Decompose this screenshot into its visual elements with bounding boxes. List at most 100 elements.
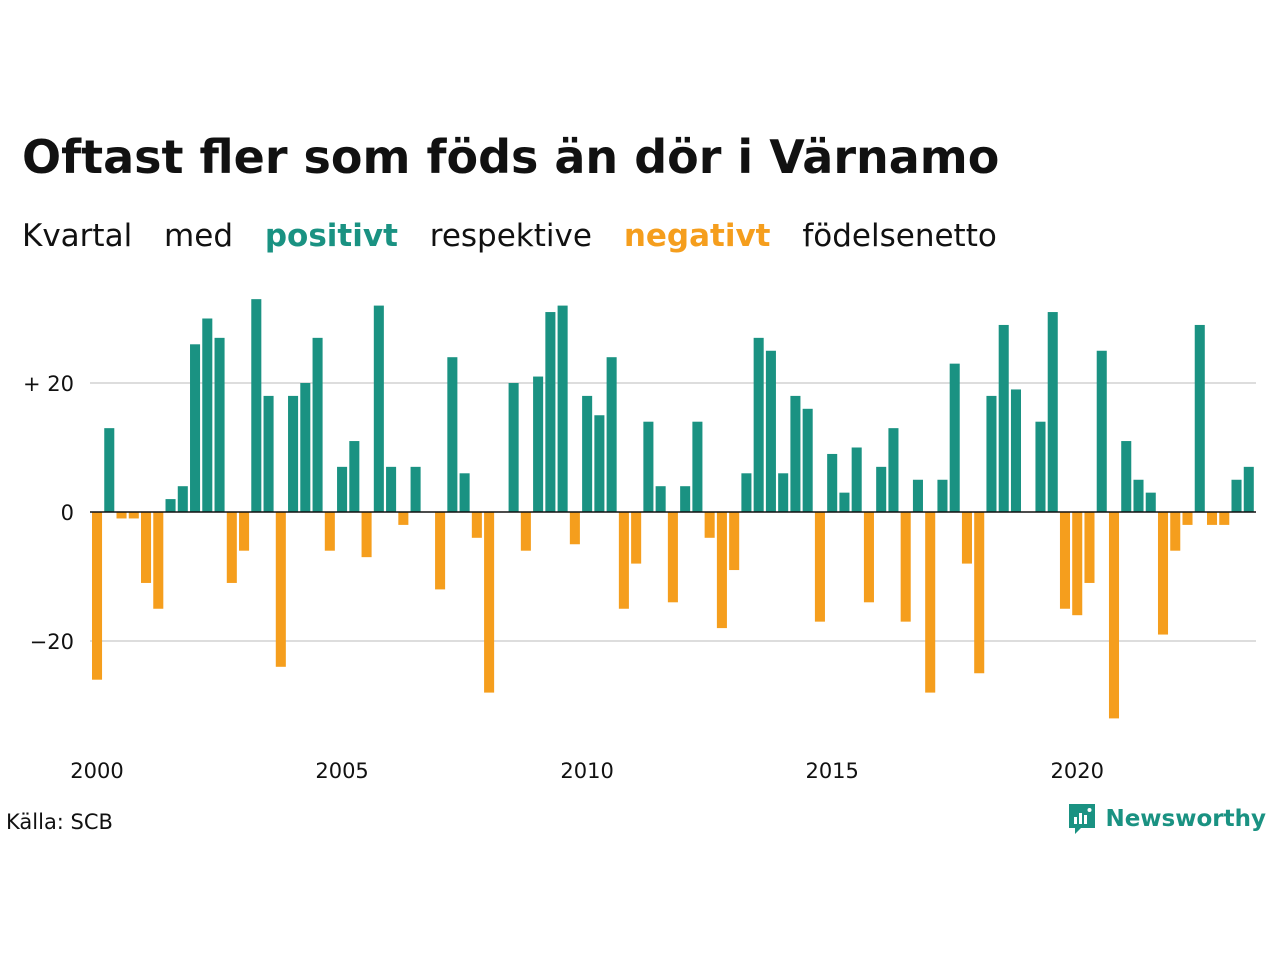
bar	[900, 512, 911, 622]
chart-subtitle: Kvartal med positivt respektive negativt…	[22, 218, 1019, 254]
bar	[839, 492, 850, 512]
brand-logo[interactable]: Newsworthy	[1067, 802, 1266, 836]
bar	[202, 318, 213, 512]
bar	[128, 512, 139, 519]
bar	[925, 512, 936, 693]
bar	[765, 350, 776, 512]
bar	[1194, 324, 1205, 512]
bar	[190, 344, 201, 512]
bar	[986, 395, 997, 512]
bar	[520, 512, 531, 551]
bar	[361, 512, 372, 558]
bar	[851, 447, 862, 512]
bar	[484, 512, 495, 693]
subtitle-word: med	[164, 218, 233, 254]
bar	[373, 305, 384, 512]
bar	[177, 486, 188, 512]
bar	[692, 421, 703, 512]
bar	[729, 512, 740, 571]
bar	[827, 453, 838, 512]
chart-title: Oftast fler som föds än dör i Värnamo	[22, 130, 1000, 184]
bar	[435, 512, 446, 590]
subtitle-word: Kvartal	[22, 218, 133, 254]
bar	[949, 363, 960, 512]
brand-name: Newsworthy	[1105, 806, 1266, 832]
bar	[974, 512, 985, 674]
bar	[324, 512, 335, 551]
bar	[226, 512, 237, 583]
bar	[251, 299, 262, 512]
bar	[1133, 479, 1144, 512]
x-tick-label: 2015	[805, 759, 858, 783]
bar	[1219, 512, 1230, 525]
subtitle-negative: negativt	[623, 218, 771, 254]
bar	[533, 376, 544, 512]
bar	[643, 421, 654, 512]
bar	[1145, 492, 1156, 512]
bar	[1035, 421, 1046, 512]
bar-chart: + 20 0 −20 2000 2005 2010 2015 2020	[23, 299, 1256, 783]
bar	[1010, 389, 1021, 512]
bar	[141, 512, 152, 583]
bar	[104, 428, 115, 512]
bar	[386, 466, 397, 512]
bar	[508, 383, 519, 512]
bar	[569, 512, 580, 545]
bar	[937, 479, 948, 512]
bar	[1084, 512, 1095, 583]
bar	[410, 466, 421, 512]
bar	[1121, 441, 1132, 512]
newsworthy-logo-icon	[1069, 804, 1096, 834]
x-tick-label: 2010	[560, 759, 613, 783]
bar	[214, 337, 225, 512]
bar	[263, 395, 274, 512]
bar	[153, 512, 164, 609]
bar	[716, 512, 727, 629]
bar	[447, 357, 458, 512]
bar	[471, 512, 482, 538]
bar	[606, 357, 617, 512]
y-tick-label: −20	[30, 630, 74, 654]
bar	[680, 486, 691, 512]
bar	[459, 473, 470, 512]
bar	[1047, 312, 1058, 512]
subtitle-positive: positivt	[264, 218, 398, 254]
bar	[92, 512, 103, 680]
x-tick-label: 2005	[315, 759, 368, 783]
bar	[300, 383, 311, 512]
bar	[594, 415, 605, 512]
bar	[545, 312, 556, 512]
bar	[1170, 512, 1181, 551]
bar	[116, 512, 127, 519]
bar	[912, 479, 923, 512]
x-tick-label: 2000	[70, 759, 123, 783]
y-tick-label: 0	[61, 501, 74, 525]
bar	[349, 441, 360, 512]
bar	[631, 512, 642, 564]
source-note: Källa: SCB	[6, 810, 113, 834]
bar	[582, 395, 593, 512]
bar	[753, 337, 764, 512]
bar	[998, 324, 1009, 512]
bar	[557, 305, 568, 512]
bar	[1182, 512, 1193, 525]
bar	[1231, 479, 1242, 512]
bar	[1157, 512, 1169, 635]
bar	[312, 337, 323, 512]
x-tick-label: 2020	[1051, 759, 1104, 783]
bar	[618, 512, 629, 609]
bar	[814, 512, 825, 622]
bar	[239, 512, 250, 551]
bar	[1072, 512, 1083, 616]
bar	[1096, 350, 1107, 512]
y-tick-label: + 20	[23, 372, 74, 396]
bar	[888, 428, 899, 512]
bar	[337, 466, 348, 512]
bar	[704, 512, 715, 538]
subtitle-word: respektive	[429, 218, 592, 254]
bar	[802, 408, 813, 512]
subtitle-word: födelsenetto	[802, 218, 997, 254]
bar	[655, 486, 666, 512]
bar	[1108, 512, 1120, 719]
bar	[275, 512, 286, 667]
